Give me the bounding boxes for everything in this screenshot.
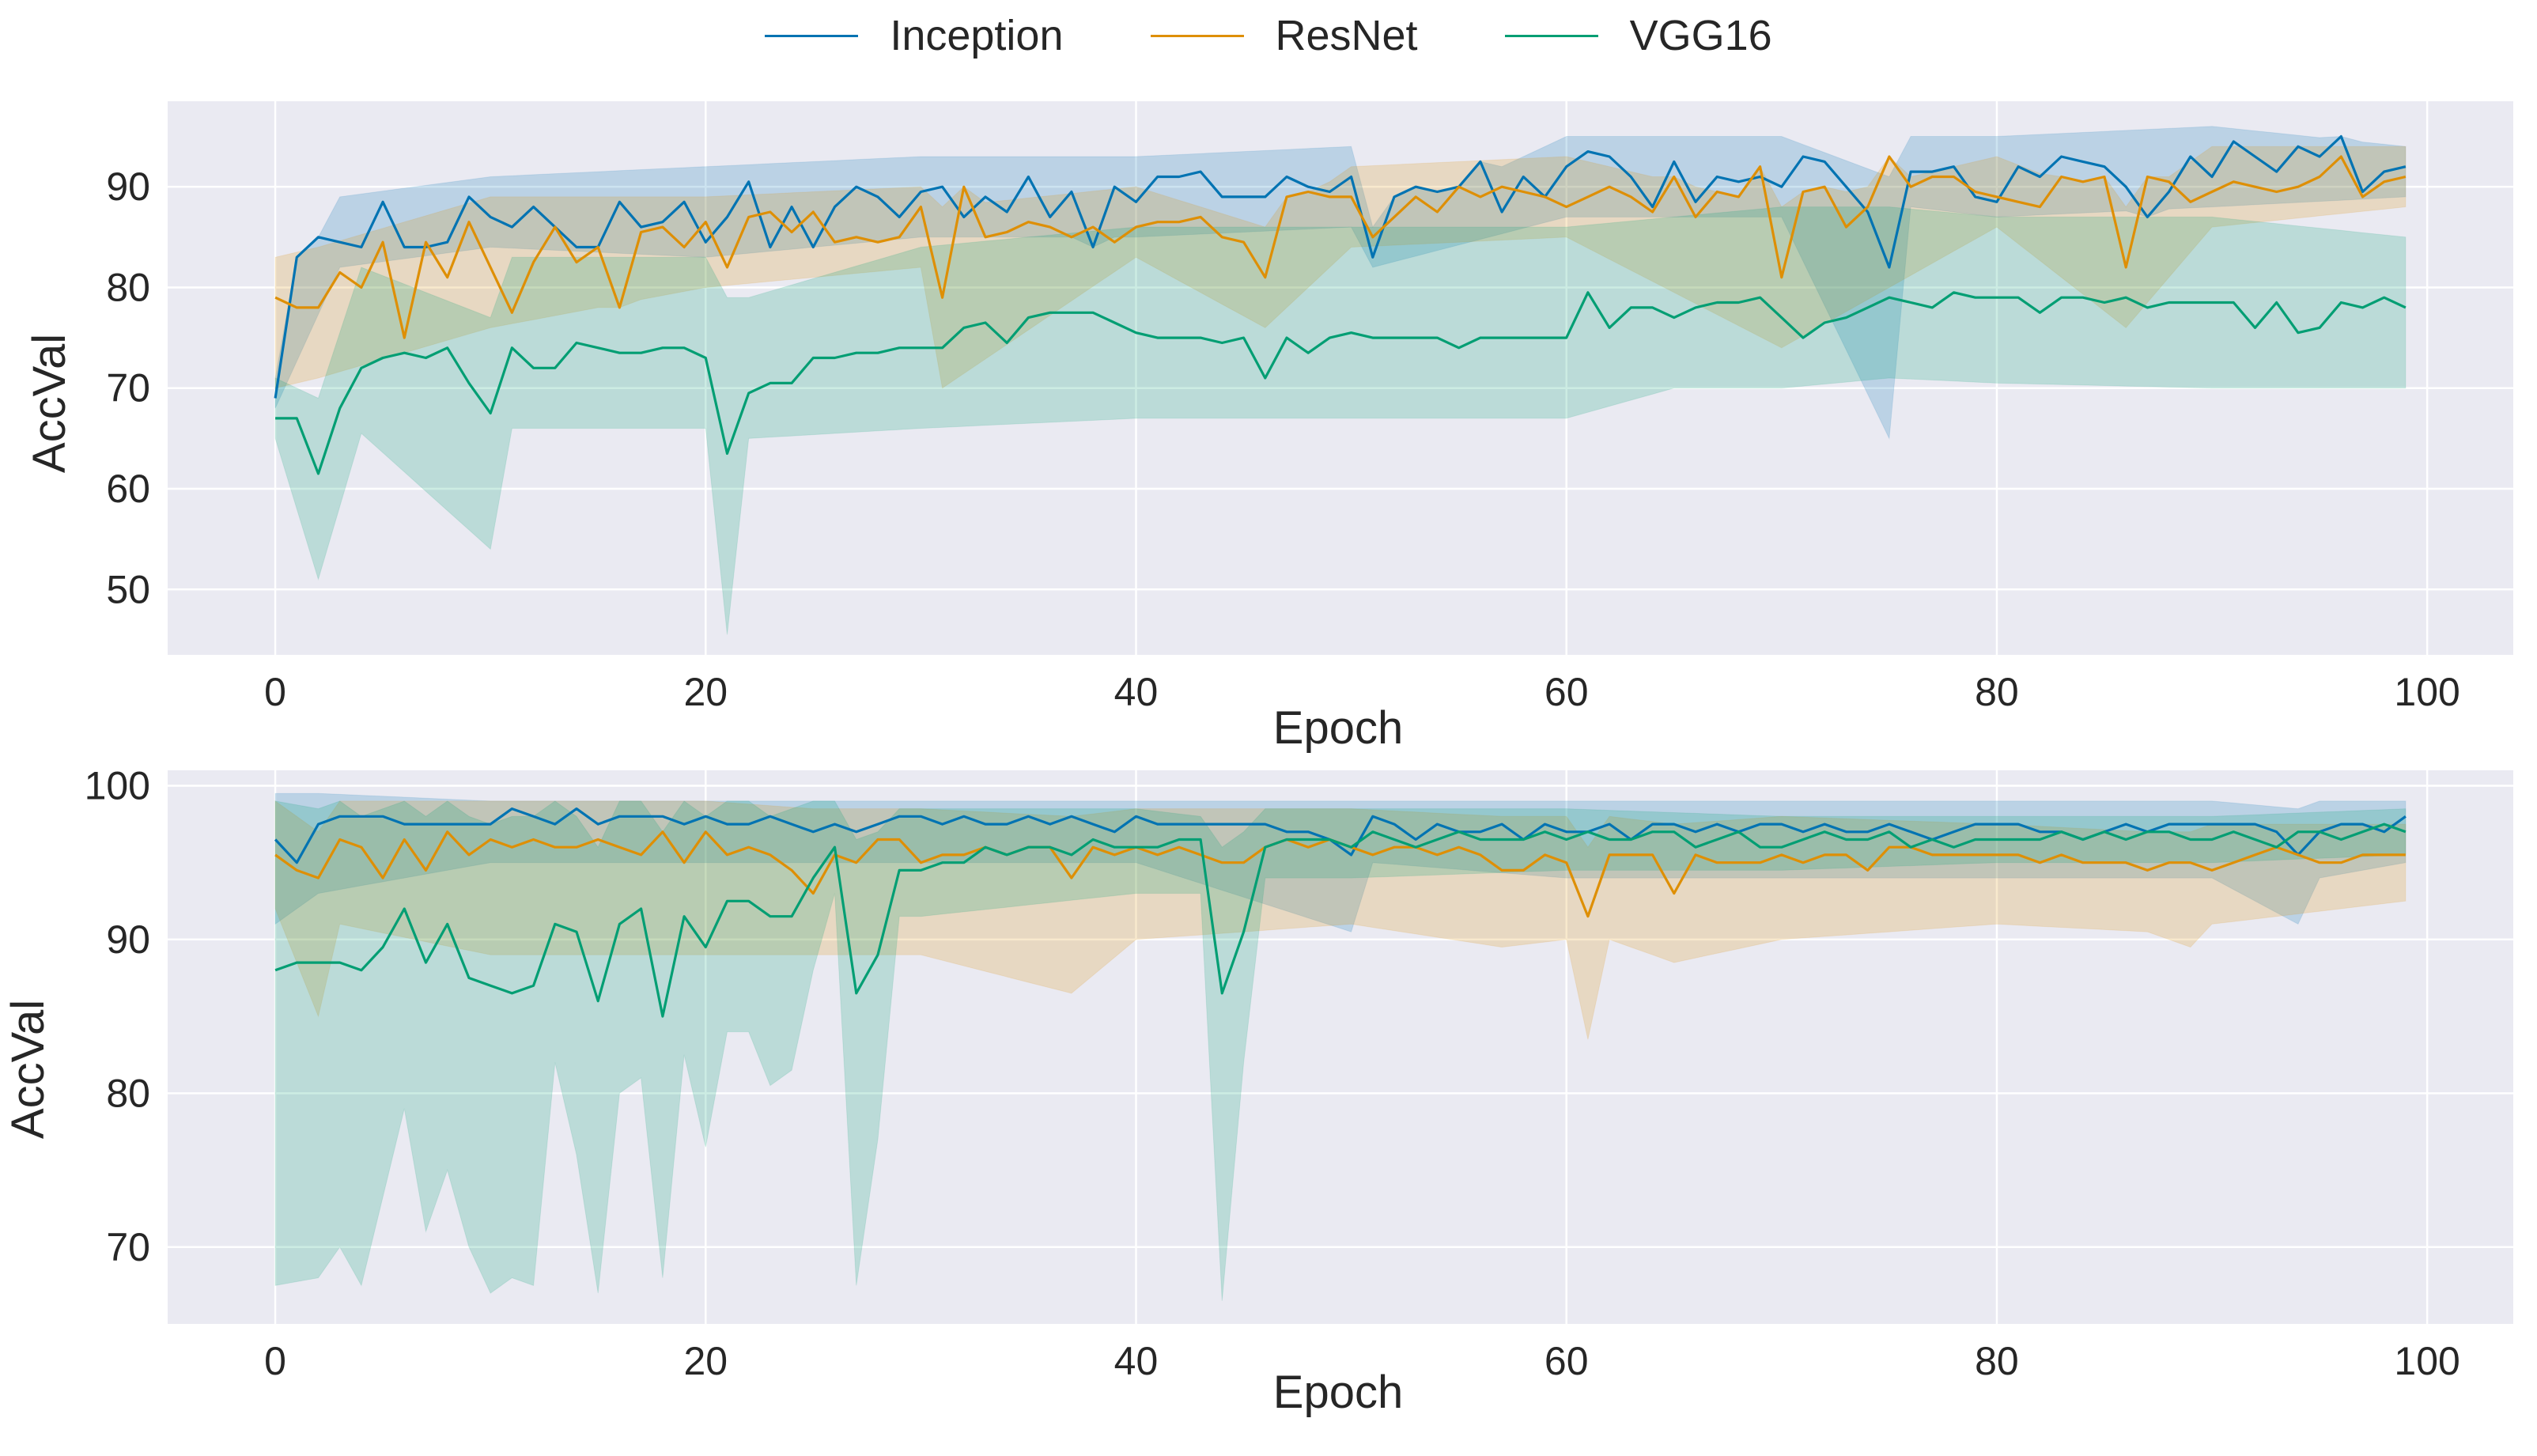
y-tick-label: 60 [106, 467, 150, 511]
y-tick-label: 70 [106, 1225, 150, 1269]
y-tick-label: 80 [106, 1071, 150, 1115]
series-line-vgg16 [275, 291, 2407, 475]
band-inception [274, 792, 2407, 932]
y-axis-label: AccVal [2, 1000, 54, 1139]
x-tick-label: 40 [1114, 1339, 1159, 1383]
x-tick-label: 20 [683, 1339, 728, 1383]
legend-label-vgg16: VGG16 [1629, 12, 1772, 59]
y-tick-label: 70 [106, 366, 150, 410]
panel-2: 0 20 40 60 80 100 70 80 90 100 Epoch AccVal [2, 763, 2513, 1418]
x-axis-label: Epoch [1273, 1367, 1403, 1418]
x-tick-label: 60 [1545, 1339, 1589, 1383]
x-tick-label: 80 [1975, 670, 2019, 714]
band-vgg16 [274, 206, 2407, 635]
series-line-resnet [274, 155, 2407, 339]
y-tick-label: 50 [106, 567, 150, 611]
series-line-inception [274, 134, 2407, 399]
x-tick-label: 20 [683, 670, 728, 714]
x-tick-label: 100 [2394, 670, 2459, 714]
y-tick-label: 90 [106, 165, 150, 209]
x-tick-label: 40 [1114, 670, 1159, 714]
legend-line-vgg16 [1504, 34, 1598, 37]
legend-label-resnet: ResNet [1275, 12, 1418, 59]
plot-background [168, 101, 2513, 655]
y-tick-label: 90 [106, 917, 150, 962]
band-inception [274, 126, 2407, 441]
x-tick-label: 0 [264, 670, 286, 714]
x-tick-label: 0 [264, 1339, 286, 1383]
y-axis-label: AccVal [24, 334, 75, 473]
legend-label-inception: Inception [890, 12, 1064, 59]
legend-item-resnet: ResNet [1150, 11, 1418, 60]
x-tick-label: 80 [1975, 1339, 2019, 1383]
legend-item-vgg16: VGG16 [1504, 11, 1772, 60]
x-tick-label: 60 [1545, 670, 1589, 714]
y-tick-label: 80 [106, 265, 150, 309]
series-line-inception [274, 807, 2407, 864]
band-resnet [274, 800, 2407, 1040]
x-axis-label: Epoch [1273, 702, 1403, 754]
legend-line-inception [765, 34, 859, 37]
legend: Inception ResNet VGG16 [0, 0, 2537, 71]
x-tick-label: 100 [2394, 1339, 2459, 1383]
y-tick-label: 100 [85, 763, 150, 807]
panel-1: 0 20 40 60 80 100 50 60 70 80 90 Epoch AccVal [24, 101, 2513, 754]
series-line-vgg16 [274, 823, 2407, 1018]
legend-line-resnet [1150, 34, 1244, 37]
legend-item-inception: Inception [765, 11, 1064, 60]
